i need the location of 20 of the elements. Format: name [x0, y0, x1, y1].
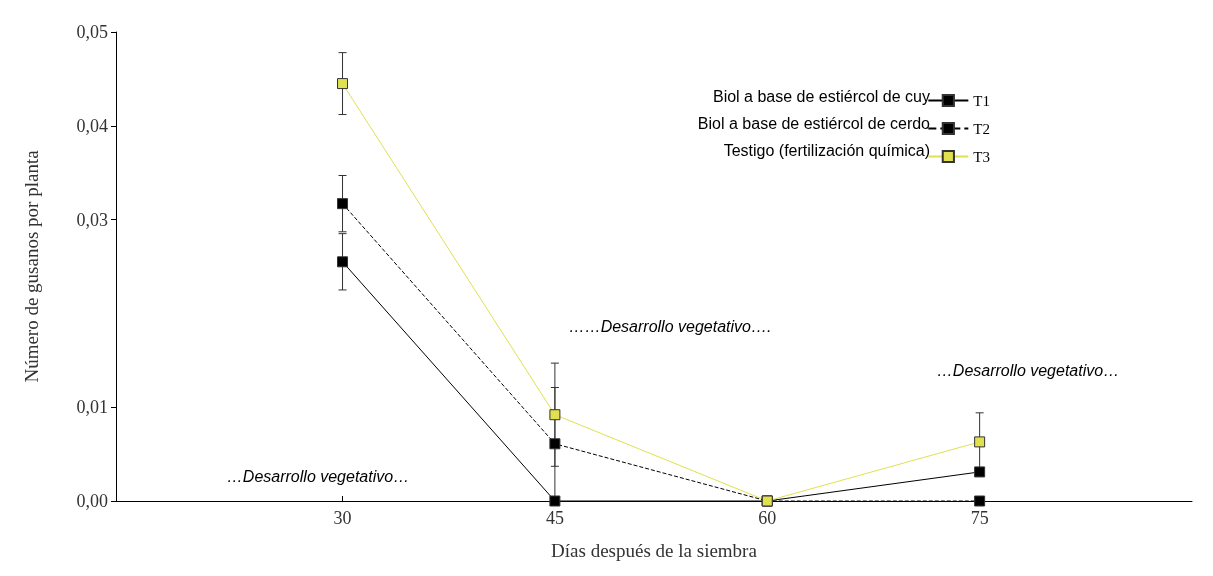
- annotation: Testigo (fertilización química): [723, 141, 930, 159]
- annotation: …Desarrollo vegetativo…: [936, 361, 1120, 379]
- y-tick-label: 0,01: [76, 397, 108, 418]
- legend-label: T2: [973, 120, 991, 137]
- y-tick-label: 0,03: [76, 209, 108, 230]
- x-tick-label: 60: [758, 508, 777, 528]
- x-tick-label: 30: [333, 508, 352, 528]
- legend-label: T3: [973, 148, 991, 165]
- x-axis-title: Días después de la siembra: [551, 540, 758, 561]
- y-tick-label: 0,05: [76, 22, 108, 42]
- annotation: Biol a base de estiércol de cuy: [712, 87, 930, 105]
- y-tick-label: 0,04: [76, 115, 108, 136]
- annotation: …Desarrollo vegetativo…: [226, 467, 410, 485]
- legend-label: T1: [973, 92, 991, 109]
- y-axis-title: Número de gusanos por planta: [21, 149, 42, 383]
- annotation: ……Desarrollo vegetativo….: [568, 317, 772, 335]
- y-tick-label: 0,00: [76, 491, 108, 511]
- x-tick-label: 45: [545, 508, 564, 528]
- x-tick-label: 75: [970, 508, 989, 528]
- annotation: Biol a base de estiércol de cerdo: [697, 114, 931, 132]
